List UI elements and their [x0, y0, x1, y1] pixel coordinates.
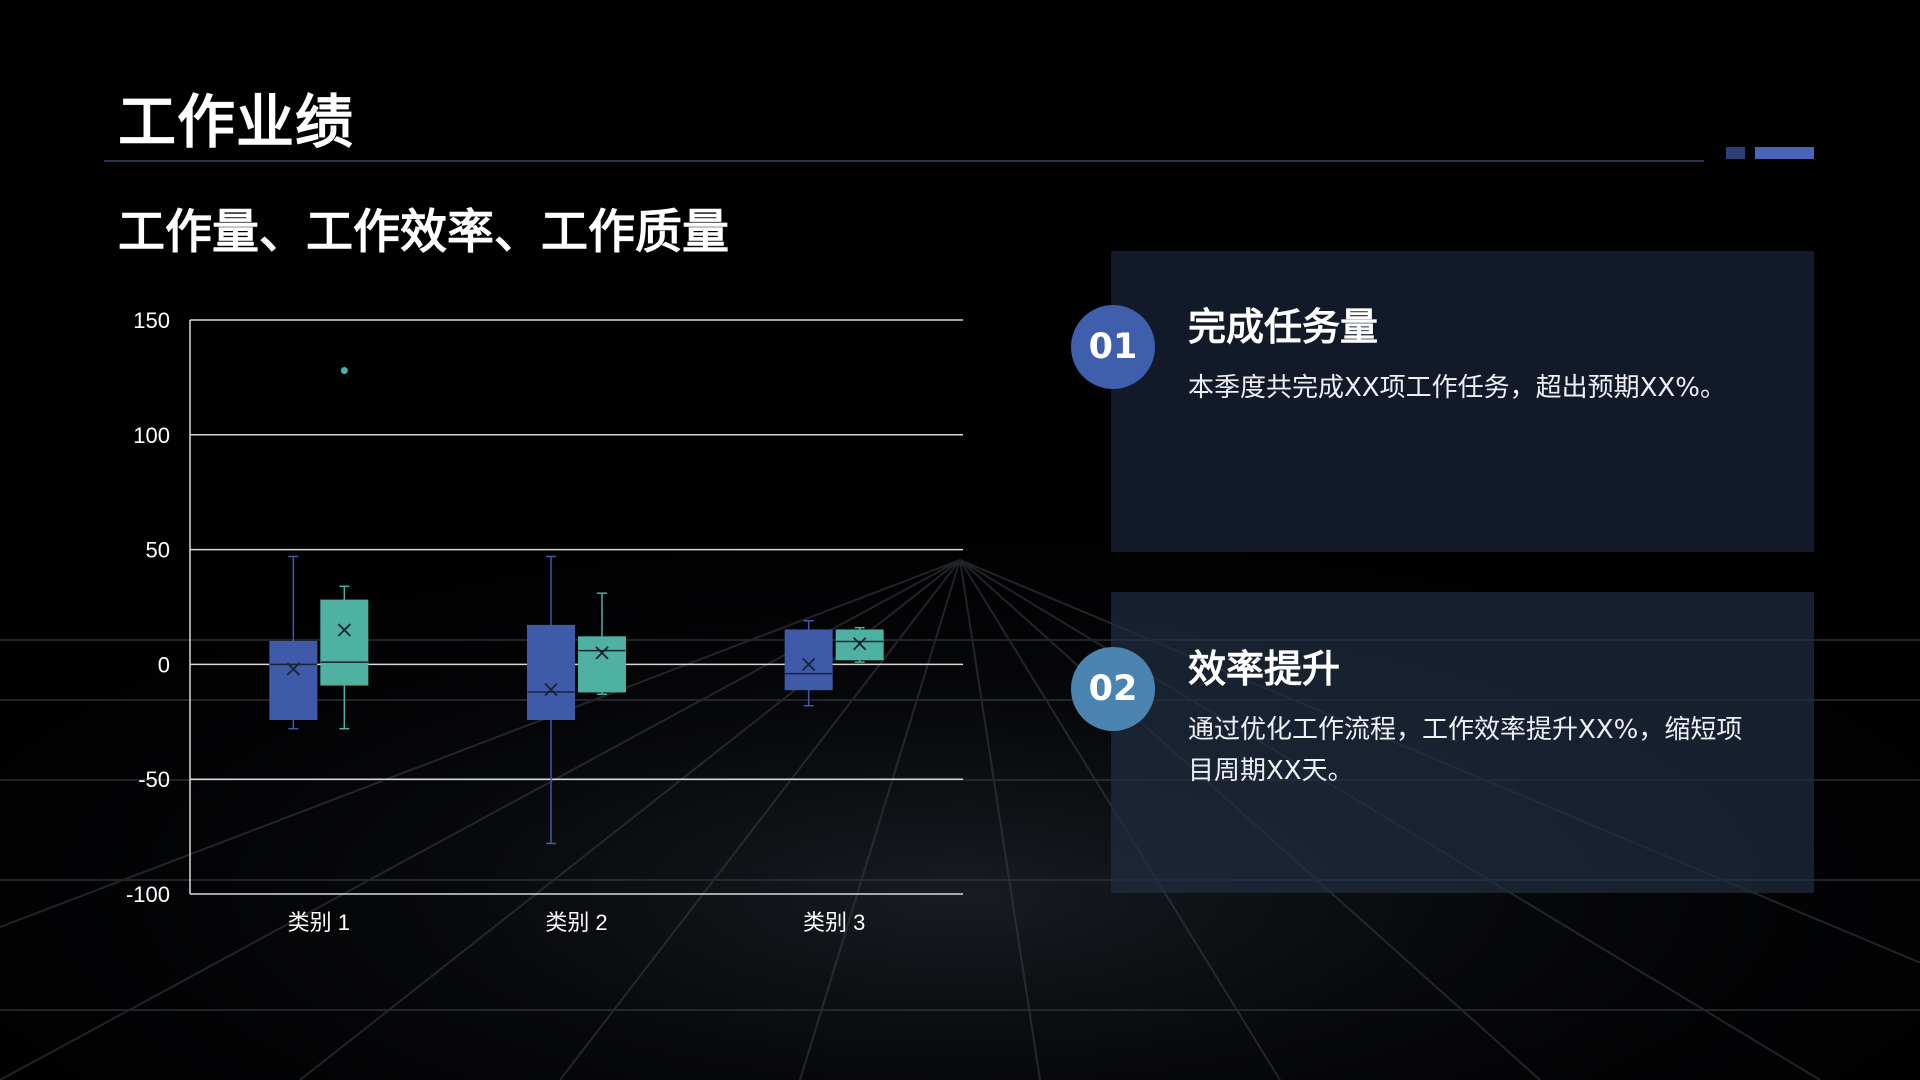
- slide-title: 工作业绩: [118, 88, 355, 156]
- x-tick-label: 类别 3: [803, 910, 865, 935]
- card-heading: 效率提升: [1188, 647, 1341, 691]
- box-body: [784, 629, 833, 691]
- box-plot-chart: 150 100 50 0 -50 -100 类别 1 类别 2 类别 3: [126, 308, 963, 935]
- box-mean-marker: [802, 657, 816, 672]
- title-divider: [104, 160, 1704, 162]
- card-task-volume: [1111, 251, 1814, 552]
- card-heading: 完成任务量: [1188, 305, 1379, 349]
- box-body: [320, 599, 369, 686]
- x-tick-label: 类别 2: [545, 910, 607, 935]
- y-tick-label: 50: [146, 538, 170, 563]
- box-body: [527, 624, 575, 721]
- y-tick-label: -50: [138, 767, 170, 792]
- slide-subtitle: 工作量、工作效率、工作质量: [118, 205, 729, 260]
- box-mean-marker: [853, 637, 867, 651]
- y-tick-label: 0: [158, 652, 170, 677]
- box-outlier-point: [340, 367, 348, 375]
- box-body: [578, 636, 626, 693]
- card-body-text: 通过优化工作流程，工作效率提升XX%，缩短项目周期XX天。: [1188, 715, 1743, 786]
- box-mean-marker: [286, 662, 300, 676]
- card-number-badge: 02: [1071, 647, 1155, 731]
- decor-block-large: [1755, 147, 1814, 159]
- y-tick-label: 100: [133, 423, 170, 448]
- box-mean-marker: [595, 646, 609, 660]
- y-tick-label: -100: [126, 882, 170, 907]
- box-mean-marker: [544, 683, 558, 697]
- card-number-badge: 01: [1071, 305, 1155, 389]
- box-mean-marker: [337, 623, 351, 637]
- box-body: [269, 640, 318, 721]
- y-tick-label: 150: [133, 308, 170, 333]
- card-body-text: 本季度共完成XX项工作任务，超出预期XX%。: [1188, 373, 1726, 403]
- decor-block-small: [1726, 147, 1745, 159]
- card-efficiency: [1111, 592, 1814, 893]
- x-tick-label: 类别 1: [288, 910, 350, 935]
